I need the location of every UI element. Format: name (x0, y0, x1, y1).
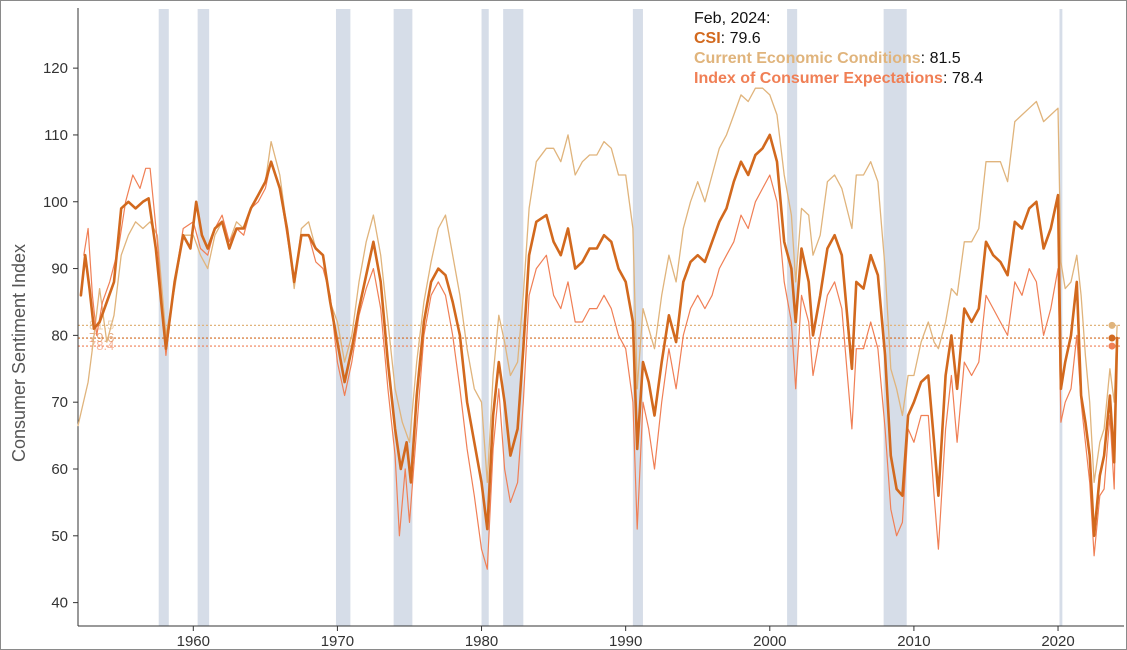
x-tick-label-2: 1980 (465, 633, 498, 649)
x-tick-label-0: 1960 (177, 633, 210, 649)
recession-band-3 (393, 9, 413, 626)
x-tick-label-6: 2020 (1041, 633, 1074, 649)
recession-band-4 (481, 9, 489, 626)
y-axis-label: Consumer Sentiment Index (9, 244, 29, 462)
recession-band-1 (197, 9, 210, 626)
recession-band-5 (503, 9, 524, 626)
tooltip-row-expectations: Index of Consumer Expectations: 78.4 (694, 70, 983, 87)
recession-band-2 (335, 9, 351, 626)
reference-label-2: 78.4 (89, 338, 114, 353)
series-endpoints (1108, 321, 1116, 350)
recession-band-8 (883, 9, 907, 626)
y-tick-label-4: 80 (51, 327, 68, 344)
tooltip-name-current: Current Economic Conditions (694, 50, 921, 67)
series-lines (77, 87, 1119, 570)
tooltip-row-current: Current Economic Conditions: 81.5 (694, 50, 961, 67)
tooltip-date: Feb, 2024: (694, 10, 771, 27)
axes: 40 50 60 70 80 90 100 110 120 1960 1970 1980 1990 200… (43, 8, 1124, 649)
y-tick-label-6: 100 (43, 194, 68, 211)
y-tick-label-1: 50 (51, 528, 68, 545)
series-endpoint-0 (1108, 321, 1116, 329)
x-tick-label-1: 1970 (321, 633, 354, 649)
recession-bands (158, 9, 1063, 626)
y-tick-label-7: 110 (44, 127, 68, 144)
x-tick-label-4: 2000 (753, 633, 786, 649)
tooltip-name-csi: CSI (694, 30, 721, 47)
tooltip-value-csi: 79.6 (729, 30, 761, 47)
series-line-current-economic-conditions[interactable] (77, 87, 1118, 484)
x-tick-label-3: 1990 (609, 633, 642, 649)
y-tick-label-3: 70 (51, 394, 68, 411)
y-tick-label-0: 40 (51, 595, 68, 612)
series-endpoint-2 (1108, 334, 1116, 342)
reference-label-1: 79.6 (89, 330, 114, 345)
reference-lines: 81.579.678.4 (78, 317, 1120, 353)
y-tick-label-5: 90 (51, 261, 68, 278)
tooltip-row-csi: CSI: 79.6 (694, 30, 761, 47)
recession-band-7 (787, 9, 798, 626)
hover-tooltip: Feb, 2024: CSI: 79.6 Current Economic Co… (694, 9, 983, 89)
tooltip-name-expectations: Index of Consumer Expectations (694, 70, 943, 87)
x-tick-label-5: 2010 (897, 633, 930, 649)
recession-band-6 (632, 9, 643, 626)
series-endpoint-1 (1108, 342, 1116, 350)
series-line-csi[interactable] (79, 133, 1119, 538)
tooltip-value-expectations: 78.4 (951, 70, 983, 87)
series-line-index-of-consumer-expectations[interactable] (83, 161, 1118, 570)
tooltip-value-current: 81.5 (929, 50, 961, 67)
y-tick-label-8: 120 (43, 60, 68, 77)
y-tick-label-2: 60 (51, 461, 68, 478)
